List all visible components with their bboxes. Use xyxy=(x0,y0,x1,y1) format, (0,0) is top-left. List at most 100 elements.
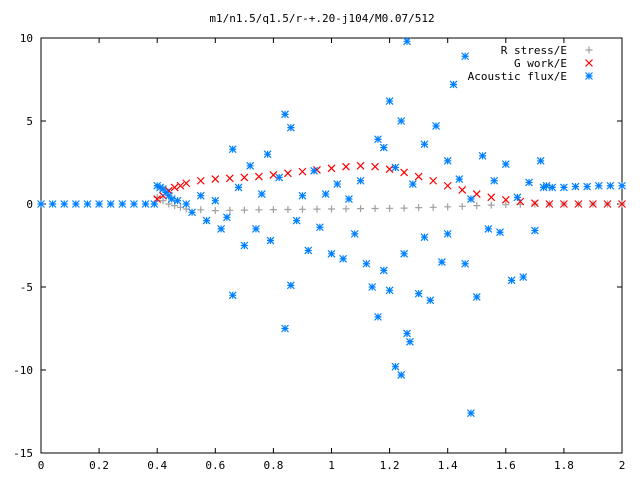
data-point xyxy=(426,296,435,305)
data-point xyxy=(408,180,417,189)
data-point xyxy=(507,276,516,285)
data-point xyxy=(371,204,379,212)
legend-label: G work/E xyxy=(514,57,567,70)
data-point xyxy=(234,183,243,192)
data-point xyxy=(362,259,371,268)
data-point xyxy=(286,281,295,290)
y-tick-label: -5 xyxy=(20,281,33,294)
data-point xyxy=(356,176,365,185)
data-point xyxy=(420,140,429,149)
data-point xyxy=(420,233,429,242)
data-point xyxy=(484,224,493,233)
data-point xyxy=(266,236,275,245)
data-point xyxy=(156,183,165,192)
data-point xyxy=(437,258,446,267)
legend-label: Acoustic flux/E xyxy=(468,70,567,83)
data-point xyxy=(449,80,458,89)
data-point xyxy=(202,216,211,225)
data-point xyxy=(356,161,365,170)
data-point xyxy=(304,246,313,255)
data-point xyxy=(275,173,284,182)
data-point xyxy=(400,204,408,212)
data-point xyxy=(315,223,324,232)
data-point xyxy=(501,195,510,204)
data-point xyxy=(530,226,539,235)
data-point xyxy=(176,181,185,190)
data-point xyxy=(284,205,292,213)
data-point xyxy=(594,181,603,190)
data-point xyxy=(37,200,45,208)
y-tick-label: 10 xyxy=(20,32,33,45)
data-point xyxy=(118,200,127,208)
data-point xyxy=(539,183,548,192)
data-point xyxy=(455,175,464,184)
data-point xyxy=(525,178,533,187)
data-point xyxy=(254,172,263,181)
data-point xyxy=(391,362,400,371)
x-tick-label: 1 xyxy=(328,459,335,472)
data-point xyxy=(400,168,409,177)
data-point xyxy=(487,201,495,209)
data-point xyxy=(310,166,318,175)
data-point xyxy=(443,156,452,165)
data-point xyxy=(461,52,470,61)
data-point xyxy=(281,110,289,119)
data-point xyxy=(281,324,289,333)
data-point xyxy=(571,182,580,191)
data-point xyxy=(403,329,411,338)
data-point xyxy=(342,205,350,213)
data-point xyxy=(71,200,80,208)
data-point xyxy=(406,337,414,346)
data-point xyxy=(339,254,348,263)
data-point xyxy=(182,179,191,188)
data-point xyxy=(379,266,388,275)
y-tick-label: -10 xyxy=(13,364,33,377)
data-point xyxy=(350,229,359,238)
data-point xyxy=(536,156,545,165)
x-tick-label: 0.2 xyxy=(89,459,109,472)
data-point xyxy=(574,200,583,208)
data-point xyxy=(385,286,394,295)
series-1 xyxy=(153,193,626,215)
data-point xyxy=(197,206,205,214)
data-point xyxy=(328,205,335,213)
data-point xyxy=(211,207,219,215)
x-tick-label: 0 xyxy=(38,459,45,472)
data-point xyxy=(246,161,255,170)
data-point xyxy=(443,229,452,238)
x-tick-label: 2 xyxy=(619,459,626,472)
data-point xyxy=(173,196,182,205)
plot-frame xyxy=(40,37,623,454)
data-point xyxy=(386,204,394,212)
legend-label: R stress/E xyxy=(501,44,567,57)
data-point xyxy=(461,259,470,268)
data-point xyxy=(226,206,234,214)
y-tick-label: 5 xyxy=(26,115,33,128)
data-point xyxy=(327,249,336,258)
data-point xyxy=(545,200,554,208)
data-point xyxy=(397,371,406,379)
data-point xyxy=(141,200,150,208)
data-point xyxy=(83,200,92,208)
data-point xyxy=(589,200,597,208)
data-point xyxy=(327,164,336,173)
data-point xyxy=(252,224,260,233)
data-point xyxy=(298,191,307,200)
data-point xyxy=(48,200,57,208)
data-point xyxy=(487,193,496,202)
data-point xyxy=(559,200,568,208)
data-point xyxy=(286,123,295,132)
data-point xyxy=(211,175,220,184)
data-point xyxy=(400,249,409,258)
data-point xyxy=(228,145,237,154)
data-point xyxy=(269,206,277,214)
data-point xyxy=(414,289,423,298)
data-point xyxy=(490,176,499,185)
data-point xyxy=(95,200,104,208)
data-point xyxy=(333,180,342,189)
legend-marker xyxy=(585,46,593,54)
data-point xyxy=(618,200,626,208)
data-point xyxy=(385,97,394,106)
x-tick-label: 1.8 xyxy=(554,459,574,472)
legend-marker xyxy=(585,72,593,80)
